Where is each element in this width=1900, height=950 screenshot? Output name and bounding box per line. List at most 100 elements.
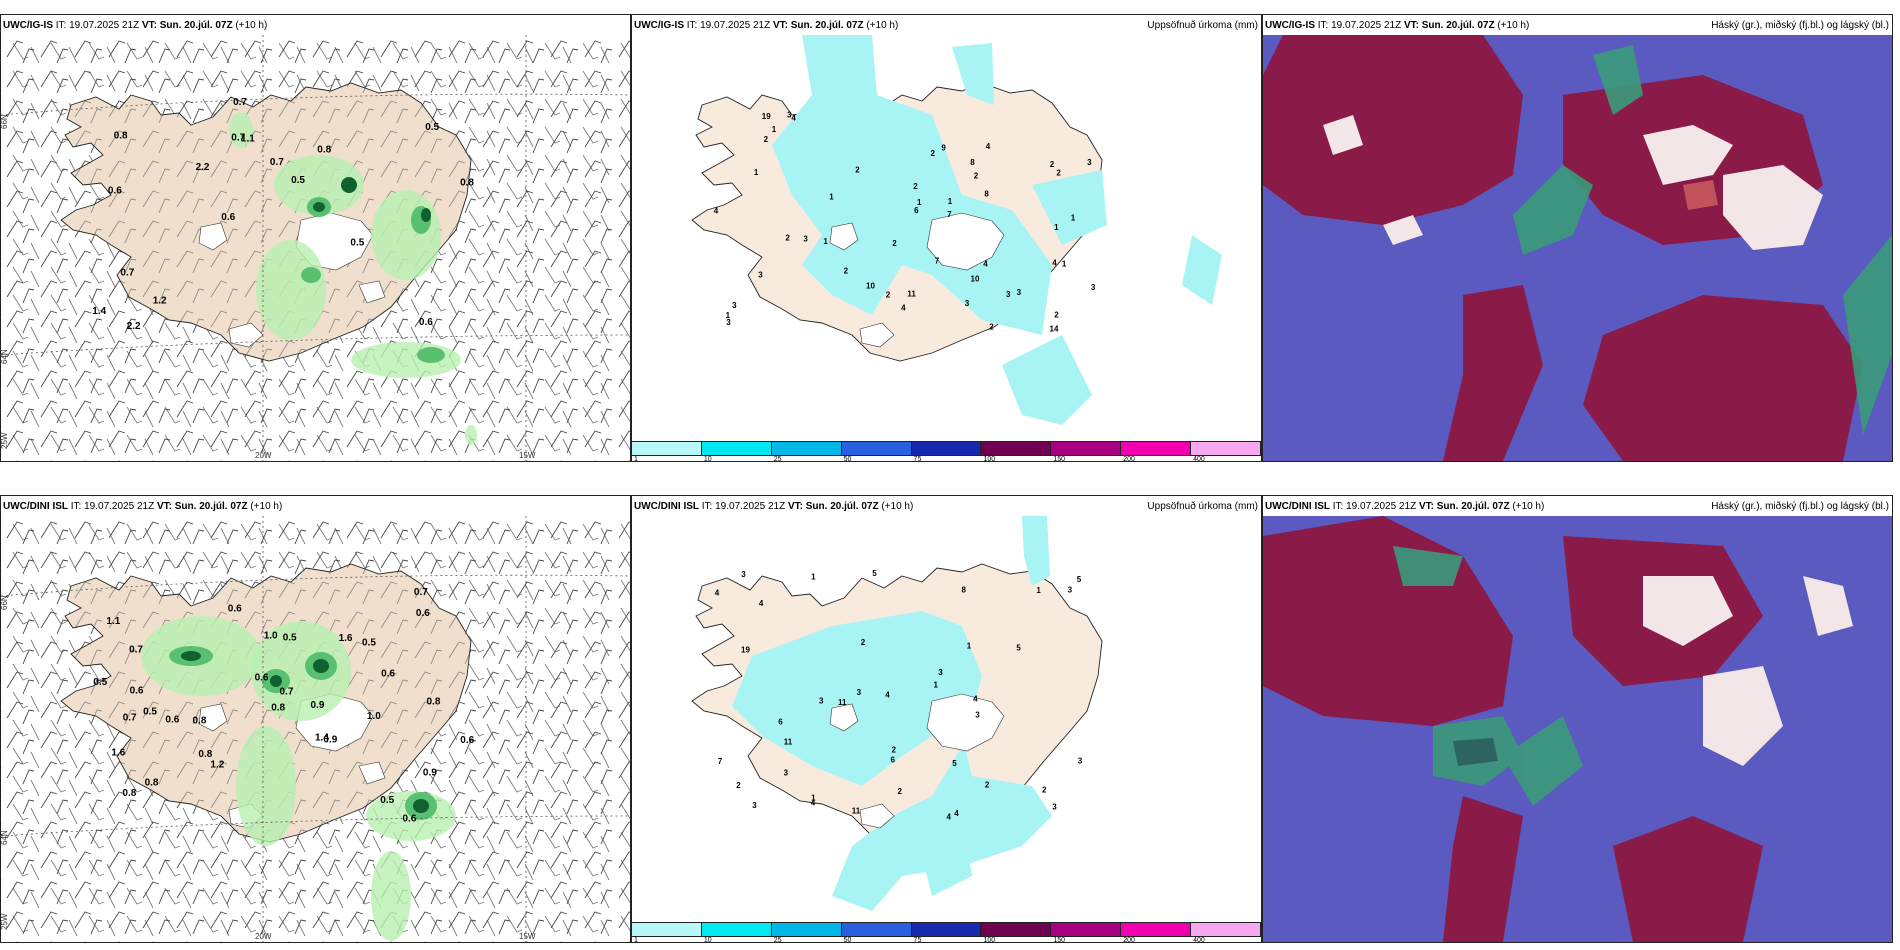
value-label: 1.6 [339,633,353,644]
precip-panel-row1: UWC/IG-IS IT: 19.07.2025 21Z VT: Sun. 20… [631,14,1262,462]
value-label: 2 [844,267,849,276]
value-label: 4 [947,813,952,822]
value-label: 6 [891,756,896,765]
value-label: 3 [965,299,970,308]
colorbar: 1 10 25 50 75 100 150 200 400 [632,922,1261,942]
value-label: 0.5 [350,238,364,249]
value-label: 4 [901,304,906,313]
colorbar-label: 400 [1193,456,1205,462]
value-label: 3 [741,570,746,579]
value-label: 2 [985,781,990,790]
value-label: 3 [975,711,980,720]
value-label: 2 [989,323,994,332]
value-label: 7 [718,757,723,766]
value-label: 0.8 [317,145,331,156]
colorbar-swatch [841,442,912,455]
value-label: 3 [1078,756,1083,765]
value-label: 4 [973,695,978,704]
colorbar-label: 10 [703,937,712,943]
value-label: 8 [984,190,989,199]
value-label: 3 [1052,803,1057,812]
wind-value-labels: 0.60.60.50.60.82.20.70.70.72.21.41.21.10… [92,97,474,332]
value-label: 1 [829,193,834,202]
value-label: 2 [785,234,790,243]
value-label: 5 [952,759,957,768]
value-label: 0.6 [460,735,474,746]
value-label: 2 [736,781,741,790]
value-label: 0.6 [221,212,235,223]
value-label: 3 [857,688,862,697]
value-label: 1.2 [210,760,224,771]
value-label: 0.8 [122,788,136,799]
value-label: 1 [754,168,759,177]
graticule [1,516,630,942]
value-label: 0.6 [381,668,395,679]
colorbar-label: 1 [634,937,638,943]
value-label: 2 [1042,786,1047,795]
mid-cloud-areas [1513,45,1892,435]
wind-map: 0.60.60.50.60.82.20.70.70.72.21.41.21.10… [1,35,630,461]
precip-value-labels: 1141214335212368119411455335671133442334… [715,569,1083,821]
value-label: 1 [934,680,939,689]
model-name: UWC/IG-IS [1265,20,1315,31]
panel-header: UWC/DINI ISL IT: 19.07.2025 21Z VT: Sun.… [1265,501,1544,512]
lead-time: (+10 h) [881,501,914,512]
init-prefix: IT: [1317,20,1329,31]
value-label: 1 [967,641,972,650]
valid-time: Sun. 20.júl. 07Z [805,501,879,512]
model-name: UWC/DINI ISL [3,501,68,512]
lon-label-25: 25W [1,913,9,930]
value-label: 11 [784,738,793,747]
value-label: 0.5 [425,122,439,133]
lat-label-64: 64N [1,830,9,845]
value-label: 3 [726,318,731,327]
lat-label-66: 66N [1,114,9,129]
lon-label-25: 25W [1,432,9,449]
lat-label-66: 66N [1,595,9,610]
valid-prefix: VT: [787,501,803,512]
value-label: 0.7 [233,97,247,108]
value-label: 0.5 [380,795,394,806]
value-label: 0.6 [255,672,269,683]
wind-precip-panel-row1: UWC/IG-IS IT: 19.07.2025 21Z VT: Sun. 20… [0,14,631,462]
cloud-title: Háský (gr.), miðský (fj.bl.) og lágský (… [1711,20,1889,31]
value-label: 2 [1054,310,1059,319]
valid-prefix: VT: [772,20,788,31]
model-name: UWC/DINI ISL [634,501,699,512]
value-label: 0.5 [283,632,297,643]
value-label: 1 [811,794,816,803]
model-name: UWC/IG-IS [3,20,53,31]
value-label: 4 [885,691,890,700]
value-label: 0.6 [419,317,433,328]
colorbar-swatch [1051,923,1122,936]
colorbar-swatch [1121,923,1192,936]
value-label: 1 [823,237,828,246]
value-label: 3 [803,235,808,244]
valid-prefix: VT: [141,20,157,31]
colorbar-swatch [771,923,842,936]
precip-map: 3143932213471419101422424123433282112322… [691,35,1222,425]
graticule [1,35,630,461]
lon-label-15: 15W [519,451,536,460]
value-label: 2 [892,239,897,248]
value-label: 2 [1056,169,1061,178]
colorbar-swatch [981,442,1052,455]
value-label: 2 [855,166,860,175]
colorbar-swatch [981,923,1052,936]
value-label: 1.1 [241,134,255,145]
panel-header: UWC/DINI ISL IT: 19.07.2025 21Z VT: Sun.… [3,501,282,512]
valid-time: Sun. 20.júl. 07Z [159,20,233,31]
value-label: 5 [1016,644,1021,653]
value-label: 2 [913,182,918,191]
init-prefix: IT: [55,20,67,31]
value-label: 2 [1050,160,1055,169]
value-label: 3 [1006,290,1011,299]
value-label: 6 [914,206,919,215]
colorbar-label: 50 [843,937,852,943]
init-prefix: IT: [701,501,713,512]
value-label: 3 [732,301,737,310]
value-label: 1 [811,573,816,582]
value-label: 1 [726,311,731,320]
value-label: 0.7 [280,686,294,697]
value-label: 2 [892,746,897,755]
